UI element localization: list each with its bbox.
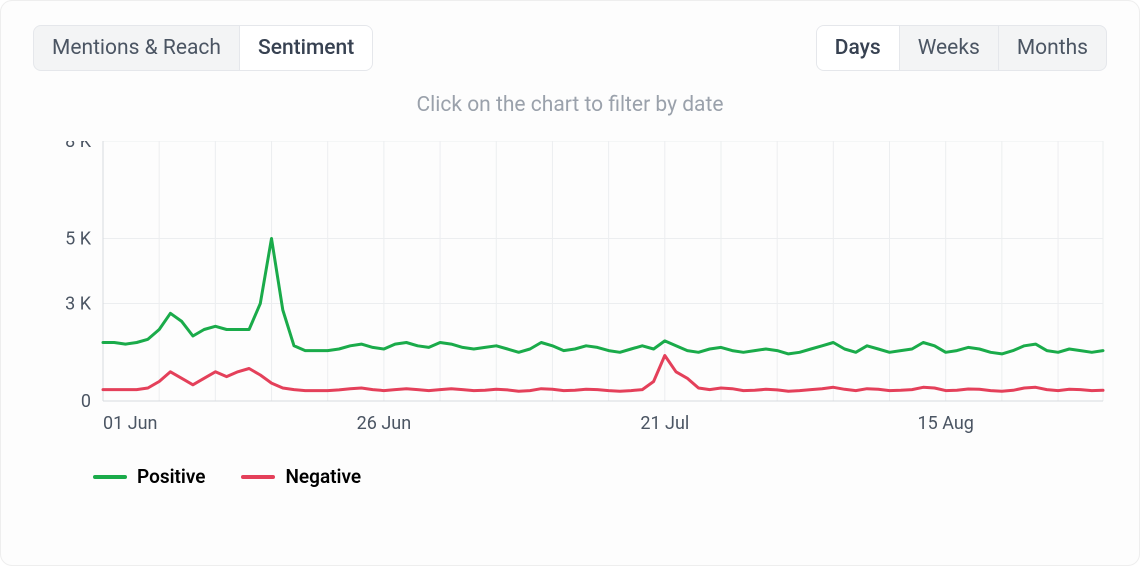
range-tab-group: Days Weeks Months bbox=[816, 25, 1107, 71]
tab-sentiment[interactable]: Sentiment bbox=[240, 26, 372, 70]
chart-area[interactable]: 0 3 K 5 K 8 K 01 Jun 26 Jun 21 Jul 15 Aug bbox=[33, 141, 1107, 451]
topbar: Mentions & Reach Sentiment Days Weeks Mo… bbox=[1, 25, 1139, 71]
svg-text:3 K: 3 K bbox=[65, 294, 92, 315]
tab-months[interactable]: Months bbox=[999, 26, 1106, 70]
legend-swatch-negative bbox=[241, 475, 275, 479]
svg-text:01 Jun: 01 Jun bbox=[103, 413, 158, 434]
sentiment-line-chart[interactable]: 0 3 K 5 K 8 K 01 Jun 26 Jun 21 Jul 15 Aug bbox=[33, 141, 1109, 451]
tab-mentions-reach[interactable]: Mentions & Reach bbox=[34, 26, 240, 70]
legend-item-negative: Negative bbox=[241, 465, 361, 488]
svg-text:21 Jul: 21 Jul bbox=[640, 413, 689, 434]
chart-legend: Positive Negative bbox=[93, 465, 1139, 488]
legend-label-negative: Negative bbox=[285, 465, 361, 488]
legend-item-positive: Positive bbox=[93, 465, 205, 488]
legend-label-positive: Positive bbox=[137, 465, 205, 488]
chart-hint: Click on the chart to filter by date bbox=[1, 93, 1139, 117]
svg-text:5 K: 5 K bbox=[65, 229, 92, 250]
legend-swatch-positive bbox=[93, 475, 127, 479]
svg-text:15 Aug: 15 Aug bbox=[918, 413, 974, 434]
svg-text:8 K: 8 K bbox=[65, 141, 92, 152]
sentiment-card: Mentions & Reach Sentiment Days Weeks Mo… bbox=[0, 0, 1140, 566]
svg-text:0: 0 bbox=[81, 391, 91, 412]
primary-tab-group: Mentions & Reach Sentiment bbox=[33, 25, 373, 71]
svg-text:26 Jun: 26 Jun bbox=[357, 413, 412, 434]
tab-days[interactable]: Days bbox=[817, 26, 900, 70]
tab-weeks[interactable]: Weeks bbox=[900, 26, 999, 70]
